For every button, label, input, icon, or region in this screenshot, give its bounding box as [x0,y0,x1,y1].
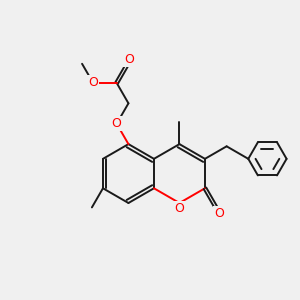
Text: O: O [214,207,224,220]
Text: O: O [112,117,122,130]
Text: O: O [175,202,184,215]
Text: O: O [124,53,134,66]
Text: O: O [88,76,98,89]
